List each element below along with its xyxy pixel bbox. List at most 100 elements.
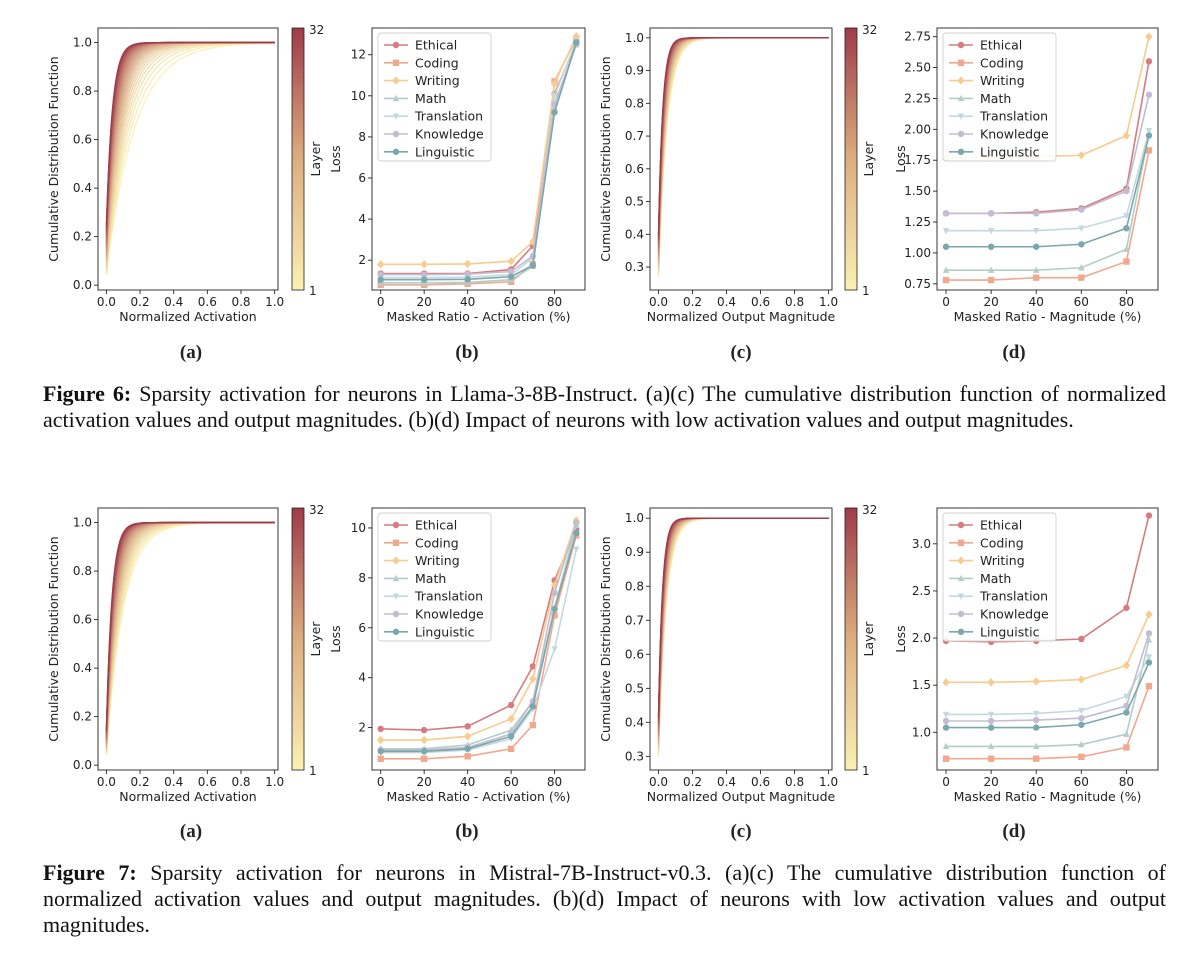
fig6-d-line-translation [946,130,1150,232]
fig6-d-legend-marker [957,59,965,66]
fig6-d-point-linguistic [987,243,995,250]
fig6-d-ylabel: Loss [893,145,908,172]
fig6-a-colorbar-max: 32 [309,23,324,37]
fig7-c-layer-curve [657,517,829,749]
fig6-b-point-knowledge [507,268,515,275]
fig7-a-colorbar-label: Layer [308,621,323,657]
fig7-d-legend-marker [957,593,965,600]
fig6-c-xtick-label: 0.6 [751,295,770,309]
fig6-d-point-math [1033,266,1040,273]
fig7-c-layer-curve [657,517,829,725]
fig6-b-legend-coding: Coding [415,55,459,70]
fig7-a-ytick-label: 0.0 [73,758,92,772]
fig7-d-line-coding [946,685,1150,760]
fig6-b-xlabel: Masked Ratio - Activation (%) [386,309,570,324]
fig7-a-layer-curve [105,521,275,729]
fig7-b-point-coding [464,753,471,760]
fig7-d-xlabel: Masked Ratio - Magnitude (%) [954,789,1142,804]
fig6-b-panel [368,27,586,294]
fig7-b-point-linguistic [551,605,558,613]
fig7-c-layer-curve [657,517,829,724]
fig7-d-point-writing [1145,610,1153,619]
fig7-d-line-linguistic [946,662,1150,729]
fig6-b-point-writing [550,79,559,88]
figure-6-label: Figure 6: [43,381,132,406]
fig7-b-frame [371,507,586,771]
fig6-d-panel [933,27,1159,294]
fig7-c-layer-curve [657,517,829,746]
fig6-b-xtick-label: 20 [417,295,432,309]
fig7-b-panel-label: (b) [455,821,478,842]
fig7-c-layer-curve [657,517,829,716]
fig7-d-legend [942,512,1057,642]
fig6-d-legend-marker [957,113,965,120]
fig7-c-ytick-label: 0.3 [625,749,644,763]
fig7-d-xtick-label: 40 [1029,775,1044,789]
fig6-b-point-writing [463,259,472,269]
fig7-c-layer-curve [657,517,829,727]
fig6-b-ytick-label: 2 [358,253,366,267]
fig6-b-panel-label: (b) [455,342,478,363]
fig6-a-panel-label: (a) [180,342,202,363]
fig7-d-point-linguistic [942,724,950,731]
fig6-c-layer-curve [657,37,829,247]
fig7-c-colorbar-min: 1 [862,764,870,778]
fig7-b-legend-coding: Coding [415,535,459,550]
fig7-c-xtick-label: 0.0 [649,775,668,789]
fig7-b-point-coding [529,721,537,729]
fig7-c-layer-curve [657,517,829,723]
fig7-b-legend-marker [392,521,400,529]
fig7-c-layer-curve [657,517,829,728]
fig6-a-xtick-label: 1.0 [265,295,284,309]
fig7-b-legend [377,512,492,642]
fig6-d-legend-math: Math [980,91,1011,106]
fig6-d-point-coding [942,276,950,284]
fig6-d-point-math [1123,245,1130,252]
fig6-c-layer-curve [657,37,829,268]
fig6-d-point-knowledge [1123,187,1130,195]
fig7-b-point-writing [529,674,537,684]
fig6-b-point-knowledge [464,270,471,278]
fig7-c-layer-curve [657,517,829,753]
fig7-d-ytick-label: 2.5 [912,584,931,598]
fig7-b-point-ethical [507,701,515,709]
fig6-b-point-linguistic [420,276,428,283]
fig7-d-line-translation [946,656,1150,716]
fig6-a-xtick-label: 0.4 [164,295,183,309]
fig6-d-point-linguistic [942,243,950,250]
fig6-d-point-coding [1033,274,1040,281]
fig7-d-panel [933,507,1159,774]
fig7-c-layer-curve [657,517,829,719]
fig7-c-layer-curve [657,517,829,737]
fig7-b-point-linguistic [507,733,515,740]
fig7-b-legend-marker [392,574,400,582]
fig6-c-xtick-label: 0.2 [683,295,702,309]
fig7-b-legend-math: Math [415,571,446,586]
fig6-b-ytick-label: 12 [351,48,366,62]
fig7-b-point-linguistic [573,529,580,537]
fig7-a-colorbar-min: 1 [309,764,317,778]
fig6-d-point-writing [1122,131,1131,140]
fig7-b-ytick-label: 10 [351,521,366,535]
fig6-b-point-linguistic [464,276,471,283]
fig7-d-xtick-label: 20 [983,775,998,789]
fig7-c-layer-curve [657,517,829,732]
fig6-c-ylabel: Cumulative Distribution Function [598,56,613,261]
fig7-d-point-linguistic [987,724,995,731]
fig7-c-layer-curve [657,517,829,756]
fig7-d-line-knowledge [946,633,1150,722]
fig7-b-legend-knowledge: Knowledge [415,607,484,622]
fig7-a-ytick-label: 1.0 [73,516,92,530]
fig7-d-point-knowledge [1078,714,1085,722]
fig6-c-ytick-label: 0.5 [625,195,644,209]
fig6-b-ytick-label: 4 [358,212,366,226]
fig7-b-legend-marker [392,593,400,600]
fig7-d-point-knowledge [1033,716,1040,724]
fig6-b-legend-marker [392,94,400,102]
fig6-d-ytick-label: 2.50 [904,61,931,75]
fig7-b-xtick-label: 80 [547,775,562,789]
fig7-c-layer-curve [657,517,829,750]
fig7-d-point-writing [1032,677,1040,686]
fig7-d-legend-linguistic: Linguistic [980,624,1040,639]
